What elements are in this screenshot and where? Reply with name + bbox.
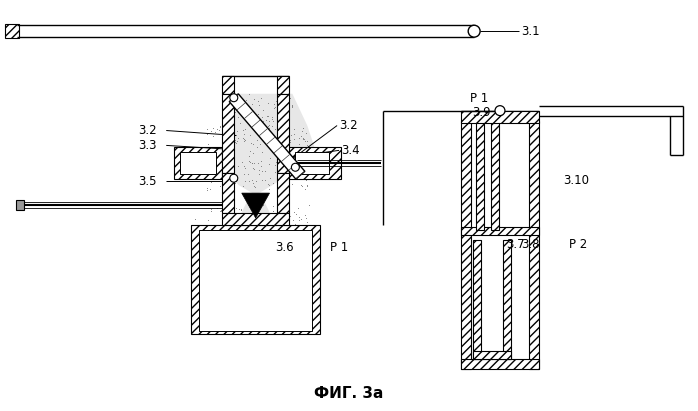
Text: 3.2: 3.2: [138, 124, 157, 137]
Text: 3.4: 3.4: [341, 144, 359, 157]
Text: P 1: P 1: [330, 241, 348, 254]
Bar: [191, 225, 320, 334]
Bar: [491, 120, 499, 230]
Bar: [222, 213, 290, 225]
Bar: [222, 94, 234, 173]
Text: P 2: P 2: [568, 238, 587, 251]
Polygon shape: [229, 94, 305, 179]
Polygon shape: [242, 193, 269, 218]
Polygon shape: [196, 200, 315, 299]
Text: 3.9: 3.9: [472, 106, 491, 119]
Bar: [461, 227, 539, 235]
Bar: [295, 152, 329, 174]
Text: 3.5: 3.5: [138, 175, 157, 188]
Bar: [199, 230, 312, 331]
Bar: [278, 76, 290, 94]
Bar: [476, 120, 484, 230]
Bar: [503, 240, 511, 359]
Circle shape: [230, 174, 238, 182]
Polygon shape: [219, 94, 317, 195]
Text: ФИГ. 3а: ФИГ. 3а: [314, 386, 384, 401]
Bar: [473, 351, 511, 359]
Circle shape: [230, 94, 238, 102]
Bar: [278, 173, 290, 213]
Text: P 1: P 1: [470, 92, 489, 105]
Text: 3.3: 3.3: [138, 139, 157, 152]
Bar: [222, 173, 234, 213]
Bar: [473, 240, 481, 359]
Text: 3.10: 3.10: [563, 174, 590, 187]
Text: 3.7: 3.7: [506, 238, 525, 251]
Bar: [16, 200, 24, 210]
Bar: [180, 152, 216, 174]
Bar: [529, 120, 539, 369]
Text: 3.6: 3.6: [276, 241, 294, 254]
Circle shape: [495, 106, 505, 115]
Bar: [461, 120, 471, 369]
Text: 3.1: 3.1: [521, 25, 540, 38]
Text: 3.2: 3.2: [339, 119, 357, 132]
Circle shape: [468, 25, 480, 37]
Bar: [461, 359, 539, 369]
Bar: [278, 94, 290, 173]
Bar: [222, 76, 234, 94]
Bar: [461, 111, 539, 122]
Bar: [290, 148, 341, 179]
Bar: [6, 24, 20, 38]
Text: 3.8: 3.8: [521, 238, 540, 251]
Circle shape: [291, 163, 299, 171]
Bar: [174, 148, 222, 179]
